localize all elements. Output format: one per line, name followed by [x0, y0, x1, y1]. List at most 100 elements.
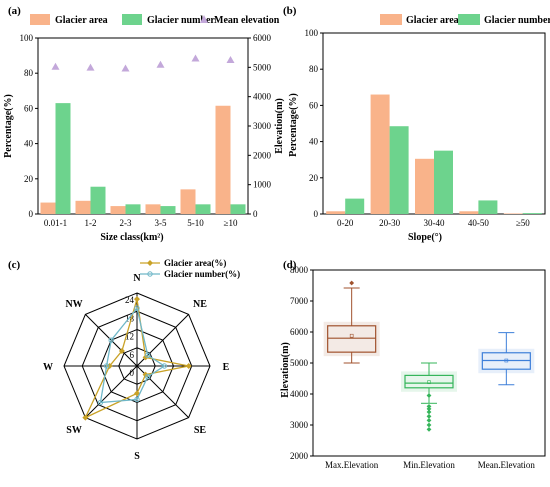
panel-c-label: (c) [8, 259, 21, 271]
panel-a-label: (a) [8, 5, 21, 17]
panel-a-xtick-label: 5-10 [187, 218, 204, 228]
panel-a-elevation-marker [226, 56, 235, 63]
panel-a-bar-area [180, 189, 196, 214]
panel-d-xtick-label: Max.Elevation [325, 460, 379, 470]
panel-d-chart: 2000 3000 4000 5000 6000 7000 8000 Max.Elevatio… [290, 265, 546, 470]
panel-a-ytick-label: 80 [24, 68, 34, 78]
panel-a-legend-swatch-elevation [200, 15, 208, 23]
panel-d-ytick-label: 2000 [290, 451, 309, 461]
panel-c-direction-label: SE [194, 425, 207, 436]
panel-a-y2tick-label: 2000 [253, 150, 272, 160]
panel-d-outlier [426, 413, 432, 419]
panel-b-ytick-label: 80 [309, 64, 319, 74]
panel-a-bar-number [195, 204, 211, 214]
panel-a-legend-swatch-area [30, 14, 50, 25]
panel-c-point-number [108, 337, 114, 343]
panel-b-bar-area [370, 94, 390, 214]
panel-a-elevation-marker [121, 64, 130, 72]
panel-c-point-number [145, 352, 151, 358]
panel-c-point-area [142, 371, 149, 378]
panel-a-xtick-label: 1-2 [85, 218, 97, 228]
panel-d-xtick-label: Min.Elevation [403, 460, 455, 470]
panel-d-box-halo [401, 371, 457, 392]
panel-d-outlier [349, 280, 355, 286]
panel-c-point-area [142, 354, 149, 361]
panel-c-point-area [82, 414, 89, 421]
panel-c-point-area [185, 363, 192, 369]
panel-a-xtick-label: 0.01-1 [44, 218, 67, 228]
panel-d-ytick-label: 7000 [290, 296, 309, 306]
panel-b-ytick-label: 60 [309, 100, 319, 110]
panel-a-ytick-label: 20 [24, 174, 34, 184]
panel-d-outlier [426, 409, 432, 415]
panel-b-xtick-label: ≥50 [516, 218, 530, 228]
panel-b-bar-number [389, 126, 409, 214]
panel-a-y2tick-label: 3000 [253, 121, 272, 131]
panel-b-ytick-label: 20 [309, 173, 319, 183]
panel-c-point-area [134, 296, 140, 303]
panel-b-legend-swatch-number [458, 14, 480, 25]
panel-b-xlabel: Slope(°) [408, 232, 442, 243]
panel-b-bar-number [478, 200, 498, 214]
panel-a-y2tick-label: 6000 [253, 33, 272, 43]
panel-b-legend-swatch-area [380, 14, 402, 25]
panel-c-direction-label: S [134, 451, 140, 462]
panel-a-bar-number [230, 204, 246, 214]
panel-b-xtick-label: 0-20 [337, 218, 354, 228]
panel-b-xtick-label: 40-50 [468, 218, 489, 228]
panel-c-rtick-label: 12 [125, 332, 134, 342]
panel-c-rtick-label: 18 [125, 313, 135, 323]
panel-a-bar-number [55, 103, 71, 214]
panel-a-y2label: Elevation(m) [274, 98, 285, 154]
panel-b-xtick-label: 30-40 [424, 218, 445, 228]
panel-a-y2tick-label: 1000 [253, 180, 272, 190]
panel-a-bar-area [145, 204, 161, 214]
panel-c-rtick-label: 0 [130, 368, 135, 378]
panel-c-direction-label: N [133, 273, 141, 284]
panel-a-legend-swatch-number [122, 14, 142, 25]
panel-a-bar-area [215, 105, 231, 214]
panel-a-chart: 02040608010001000200030004000500060000.0… [20, 14, 280, 228]
panel-a-xtick-label: 2-3 [120, 218, 132, 228]
panel-d-ytick-label: 4000 [290, 389, 309, 399]
panel-d-label: (d) [283, 259, 297, 271]
panel-a-bar-area [110, 206, 126, 214]
panel-a-elevation-marker [191, 54, 200, 62]
panel-d-ytick-label: 5000 [290, 358, 309, 368]
panel-b-ylabel: Percentage(%) [288, 93, 299, 157]
panel-a-bar-number [125, 204, 141, 214]
panel-a-bar-area [40, 202, 56, 214]
panel-a-xtick-label: 3-5 [155, 218, 167, 228]
panel-c-direction-label: E [223, 362, 230, 373]
panel-d-ytick-label: 8000 [290, 265, 309, 275]
panel-a-y2tick-label: 4000 [253, 92, 272, 102]
panel-c-point-number [103, 363, 110, 369]
panel-c-legend-marker-number [147, 271, 153, 277]
panel-a-ytick-label: 40 [24, 139, 34, 149]
panel-a-bar-area [75, 200, 91, 214]
panel-d-box-halo [323, 321, 380, 357]
panel-b-bar-number [522, 213, 542, 214]
panel-d-outlier [426, 422, 432, 428]
panel-c-direction-label: W [43, 362, 53, 373]
panel-c-rtick-label: 6 [130, 350, 135, 360]
panel-d-mean-marker [427, 380, 431, 385]
panel-b-bar-area [415, 158, 434, 214]
panel-a-elevation-marker [156, 60, 165, 68]
panel-a-bar-number [160, 206, 176, 214]
panel-b-bar-area [503, 213, 523, 214]
panel-b-ytick-label: 40 [309, 137, 319, 147]
panel-a-ytick-label: 0 [29, 209, 34, 219]
panel-a-ytick-label: 100 [20, 33, 34, 43]
panel-c-legend-marker-area [147, 260, 153, 266]
panel-c-point-number [134, 305, 140, 311]
panel-d-mean-marker [349, 333, 354, 338]
panel-c-direction-label: NE [193, 299, 207, 310]
panel-a-ytick-label: 60 [24, 103, 34, 113]
panel-a-elevation-marker [51, 62, 60, 70]
panel-a-y2tick-label: 5000 [253, 62, 272, 72]
panel-a-elevation-marker [86, 63, 95, 71]
panel-c-legend-area: Glacier area(%) [164, 258, 226, 268]
panel-c-rtick-label: 24 [125, 295, 135, 305]
panel-a-legend-area: Glacier area [55, 15, 108, 26]
